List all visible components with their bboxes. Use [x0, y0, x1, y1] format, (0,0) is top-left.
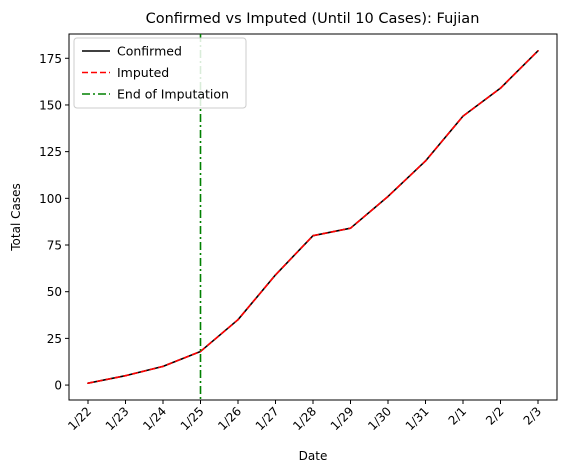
legend-box [73, 37, 247, 109]
x-tick-label: 1/24 [140, 404, 169, 433]
x-tick-label: 1/29 [328, 404, 357, 433]
data-point-1 [274, 274, 277, 276]
data-point-1 [162, 365, 164, 368]
data-point-1 [462, 115, 464, 117]
x-tick-label: 1/26 [215, 404, 244, 433]
x-tick-label: 2/2 [483, 404, 507, 428]
legend-label: Confirmed [117, 44, 182, 59]
x-tick-label: 1/28 [290, 404, 319, 433]
x-axis: 1/22 1/23 1/24 1/25 1/26 1/27 1/28 1/29 1/30 1/31… [65, 400, 544, 433]
data-point-1 [312, 234, 314, 237]
y-tick-label: 50 [47, 285, 62, 299]
y-tick-label: 125 [39, 145, 62, 159]
y-tick-label: 75 [47, 239, 62, 253]
data-point-1 [237, 318, 239, 321]
x-tick-label: 2/3 [521, 404, 545, 428]
data-point-1 [537, 50, 539, 52]
legend-label: Imputed [117, 65, 169, 80]
data-point-1 [199, 350, 202, 353]
y-tick-label: 150 [39, 98, 62, 112]
y-tick-label: 100 [39, 192, 62, 206]
x-tick-label: 1/27 [253, 404, 282, 433]
y-axis: 0 25 50 75 100 125 150 175 [39, 52, 69, 393]
x-tick-label: 1/25 [178, 404, 207, 433]
data-point-1 [87, 382, 89, 384]
data-point-1 [499, 87, 502, 89]
y-axis-title: Total Cases [9, 183, 23, 251]
legend: Confirmed Imputed End of Imputation [73, 37, 247, 109]
chart-title: Confirmed vs Imputed (Until 10 Cases): F… [146, 11, 480, 27]
y-tick-label: 25 [47, 332, 62, 346]
x-axis-title: Date [299, 449, 328, 463]
x-tick-label: 1/30 [365, 404, 394, 433]
legend-label: End of Imputation [117, 87, 229, 102]
x-tick-label: 1/22 [65, 404, 94, 433]
x-tick-label: 1/31 [403, 404, 432, 433]
data-point-1 [387, 195, 389, 198]
x-tick-label: 1/23 [103, 404, 132, 433]
data-point-1 [424, 160, 427, 162]
x-tick-label: 2/1 [446, 404, 470, 428]
data-point-1 [124, 374, 127, 377]
y-tick-label: 175 [39, 52, 62, 66]
y-tick-label: 0 [54, 379, 62, 393]
data-point-1 [349, 227, 352, 230]
